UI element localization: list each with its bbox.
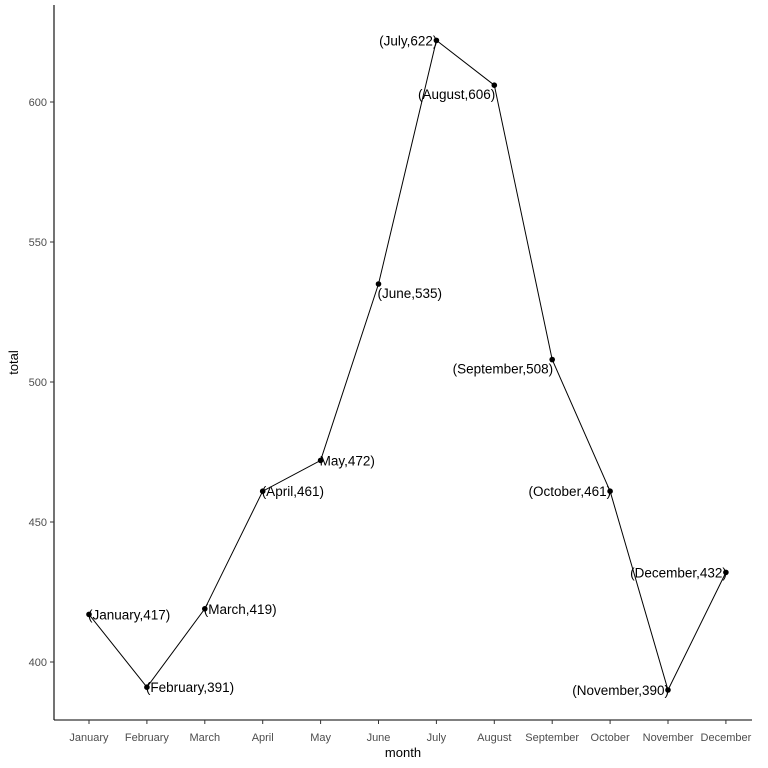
data-point (144, 684, 150, 690)
data-label: (October,461) (529, 484, 612, 499)
data-label: (November,390) (572, 683, 669, 698)
data-point (723, 569, 729, 576)
y-tick-label: 550 (29, 237, 47, 249)
data-points (86, 37, 729, 693)
data-point (375, 281, 382, 287)
x-tick-label: July (427, 732, 447, 744)
series-line (88, 39, 727, 692)
x-axis-title: month (385, 745, 421, 760)
data-point (259, 488, 266, 495)
data-label: (August,606) (418, 87, 495, 102)
data-point (607, 488, 613, 495)
y-tick-label: 500 (29, 377, 47, 389)
series-line-group (88, 39, 727, 692)
data-point (317, 457, 324, 464)
x-tick-label: May (310, 732, 331, 744)
data-label: (December,432) (630, 565, 727, 580)
data-label: (July,622) (379, 33, 437, 48)
data-point (665, 687, 671, 693)
data-labels: (January,417) (February,391) (March,419) (A… (88, 33, 727, 698)
data-label: (March,419) (204, 602, 277, 617)
x-tick-label: January (69, 732, 109, 744)
x-tick-label: April (252, 732, 274, 744)
data-label: May,472) (320, 453, 375, 468)
data-point (202, 606, 208, 612)
y-tick-label: 400 (29, 657, 47, 669)
x-tick-label: October (591, 732, 630, 744)
axes: 400 450 500 550 600 January February March April… (29, 5, 752, 744)
data-point (549, 356, 555, 363)
data-point (86, 611, 92, 618)
y-axis-title: total (6, 350, 21, 375)
y-tick-label: 450 (29, 517, 47, 529)
x-tick-label: March (190, 732, 221, 744)
data-label: (January,417) (88, 607, 170, 622)
data-label: (September,508) (453, 362, 554, 377)
x-tick-label: November (643, 732, 694, 744)
data-label: (June,535) (378, 286, 443, 301)
x-tick-label: February (125, 732, 170, 744)
y-tick-label: 600 (29, 97, 47, 109)
x-tick-label: December (701, 732, 752, 744)
data-label: (April,461) (262, 484, 324, 499)
x-tick-label: June (367, 732, 391, 744)
x-tick-label: August (477, 732, 511, 744)
data-point (491, 82, 498, 88)
x-tick-label: September (525, 732, 579, 744)
data-point (433, 37, 440, 44)
data-label: (February,391) (146, 680, 234, 695)
